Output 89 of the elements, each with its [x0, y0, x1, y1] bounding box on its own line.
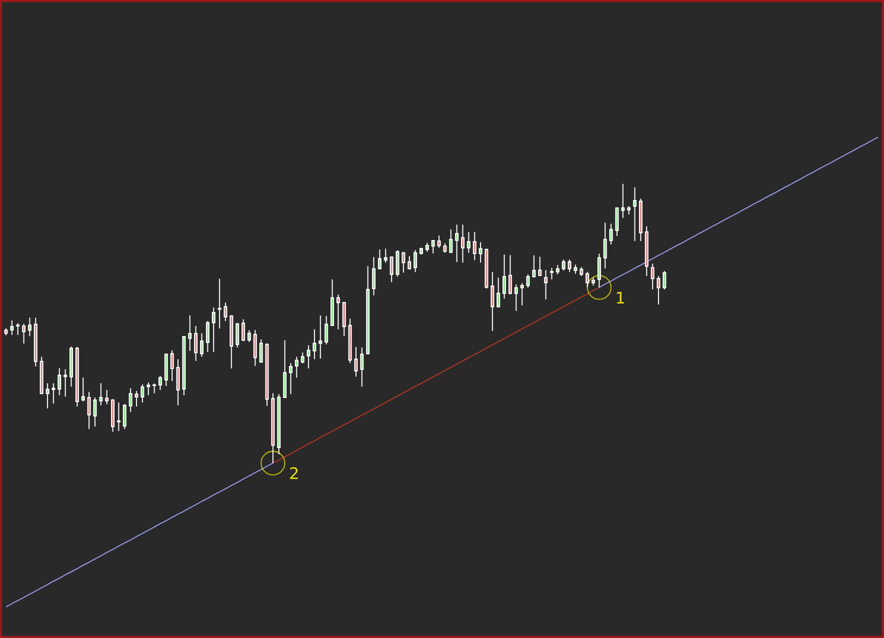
- candlestick: [514, 284, 518, 312]
- candlestick: [396, 250, 400, 278]
- candlestick: [52, 382, 56, 404]
- candlestick: [87, 391, 91, 430]
- text: 2: [288, 464, 300, 484]
- candlestick: [378, 248, 382, 270]
- candlestick: [615, 207, 619, 237]
- candlestick: [414, 250, 418, 273]
- candlestick: [212, 307, 216, 352]
- candlestick: [408, 256, 412, 270]
- candlestick: [556, 264, 560, 275]
- candlestick: [390, 256, 394, 283]
- candlestick: [360, 347, 364, 388]
- candlestick: [449, 228, 453, 254]
- candlestick: [194, 326, 198, 362]
- candlestick: [372, 256, 376, 296]
- candlestick: [609, 223, 613, 245]
- candlestick: [650, 263, 654, 290]
- candlestick: [128, 388, 132, 413]
- candlestick: [122, 404, 126, 430]
- candlestick: [496, 277, 500, 308]
- candlestick: [532, 254, 536, 278]
- candlestick: [318, 314, 322, 360]
- candlestick: [431, 240, 435, 254]
- candlestick: [64, 368, 68, 398]
- candlestick: [526, 274, 530, 288]
- candlestick: [99, 382, 103, 406]
- candlestick: [288, 362, 292, 395]
- candlestick: [662, 270, 666, 290]
- candlestick: [58, 368, 62, 396]
- candlestick: [562, 259, 566, 271]
- candlestick: [247, 330, 251, 342]
- candlestick: [603, 222, 607, 269]
- candlestick: [146, 382, 150, 396]
- candlestick: [134, 390, 138, 407]
- candlestick: [22, 323, 26, 344]
- candlestick: [152, 383, 156, 394]
- candlestick: [544, 270, 548, 300]
- candlestick: [158, 375, 162, 390]
- candlestick: [508, 254, 512, 295]
- candlestick: [300, 352, 304, 364]
- candlestick: [16, 322, 20, 336]
- candlestick: [46, 382, 50, 409]
- candlestick: [105, 389, 109, 405]
- candlestick: [461, 224, 465, 264]
- candlestick: [81, 377, 85, 402]
- candlestick: [10, 320, 14, 336]
- candlestick: [259, 338, 263, 364]
- candlestick: [294, 356, 298, 378]
- candlestick: [324, 315, 328, 345]
- candlestick: [574, 264, 578, 274]
- candlestick: [586, 271, 590, 288]
- candlestick: [170, 350, 174, 382]
- candlestick: [384, 248, 388, 264]
- candlestick: [443, 242, 447, 254]
- candlestick: [520, 282, 524, 306]
- candlestick: [242, 318, 246, 342]
- candlestick: [568, 259, 572, 272]
- candlestick: [466, 231, 470, 254]
- candlestick: [502, 254, 506, 300]
- candlestick: [28, 317, 32, 337]
- candlestick: [236, 322, 240, 348]
- candlestick: [354, 346, 358, 378]
- annotation: 1: [615, 288, 626, 308]
- candlestick: [200, 332, 204, 358]
- candlestick: [656, 276, 660, 305]
- candlestick: [224, 302, 228, 322]
- candlestick: [312, 328, 316, 360]
- candlestick: [206, 320, 210, 352]
- candlestick: [455, 224, 459, 263]
- candlestick: [253, 329, 257, 366]
- candlestick: [176, 358, 180, 406]
- candlestick: [218, 278, 222, 330]
- candlestick: [478, 242, 482, 264]
- candlestick: [472, 231, 476, 261]
- candlestick: [538, 256, 542, 277]
- candlestick: [402, 252, 406, 274]
- candlestick: [336, 294, 340, 330]
- candlestick: [437, 235, 441, 248]
- candlestick: [550, 267, 554, 280]
- candlestick: [140, 384, 144, 404]
- candlestick: [93, 396, 97, 428]
- candlestick: [490, 272, 494, 332]
- candlestick: [633, 186, 637, 242]
- candlestick: [188, 314, 192, 352]
- candlestick: [597, 253, 601, 288]
- candlestick: [116, 402, 120, 432]
- candlestick: [621, 183, 625, 218]
- candlestick: [306, 344, 310, 369]
